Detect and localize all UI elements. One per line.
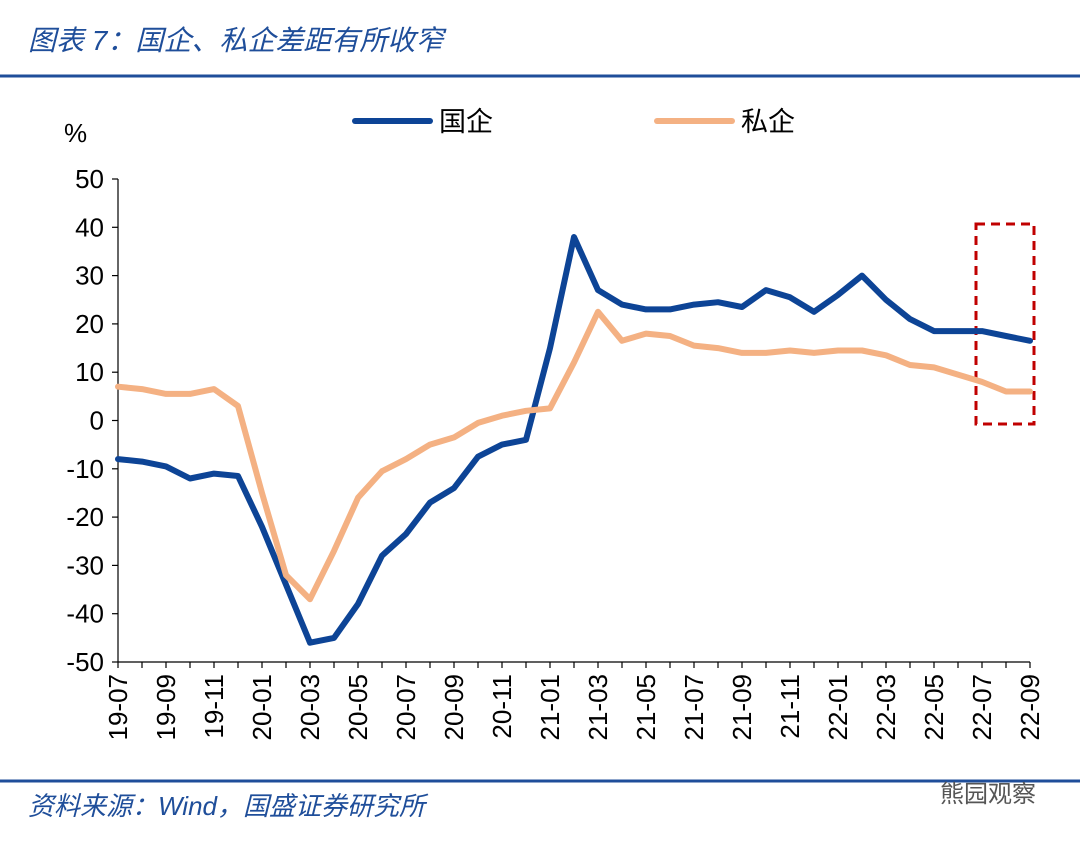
x-tick-label: 22-09: [1015, 674, 1045, 741]
x-tick-label: 22-03: [871, 674, 901, 741]
y-tick-label: -30: [66, 550, 104, 580]
legend-label: 国企: [439, 107, 493, 137]
x-tick-label: 19-11: [199, 674, 229, 739]
y-tick-label: -40: [66, 599, 104, 629]
x-tick-label: 21-01: [535, 674, 565, 741]
x-tick-label: 19-07: [103, 674, 133, 741]
x-tick-label: 22-01: [823, 674, 853, 741]
series-line: [115, 308, 1033, 603]
y-tick-label: 30: [75, 261, 104, 291]
x-tick-label: 22-07: [967, 674, 997, 741]
x-tick-label: 21-11: [775, 674, 805, 739]
y-tick-label: -50: [66, 647, 104, 677]
x-tick-label: 22-05: [919, 674, 949, 741]
legend-label: 私企: [741, 107, 795, 137]
x-tick-label: 20-01: [247, 674, 277, 741]
x-tick-label: 20-07: [391, 674, 421, 741]
series-line: [115, 234, 1033, 646]
x-tick-label: 20-05: [343, 674, 373, 741]
y-tick-label: 50: [75, 164, 104, 194]
y-tick-label: 40: [75, 212, 104, 242]
y-tick-label: -20: [66, 502, 104, 532]
chart-title: 图表 7：国企、私企差距有所收窄: [28, 25, 447, 56]
y-unit: %: [64, 118, 87, 148]
source: 资料来源：Wind，国盛证券研究所: [28, 791, 429, 821]
x-tick-label: 20-11: [487, 674, 517, 739]
y-tick-label: 10: [75, 357, 104, 387]
y-tick-label: 20: [75, 309, 104, 339]
y-tick-label: 0: [90, 406, 104, 436]
y-tick-label: -10: [66, 454, 104, 484]
x-tick-label: 21-07: [679, 674, 709, 741]
x-tick-label: 21-09: [727, 674, 757, 741]
x-tick-label: 19-09: [151, 674, 181, 741]
x-tick-label: 21-03: [583, 674, 613, 741]
highlight-box: [974, 222, 1036, 426]
x-tick-label: 20-09: [439, 674, 469, 741]
watermark: 熊园观察: [940, 781, 1036, 808]
x-tick-label: 20-03: [295, 674, 325, 741]
x-tick-label: 21-05: [631, 674, 661, 741]
